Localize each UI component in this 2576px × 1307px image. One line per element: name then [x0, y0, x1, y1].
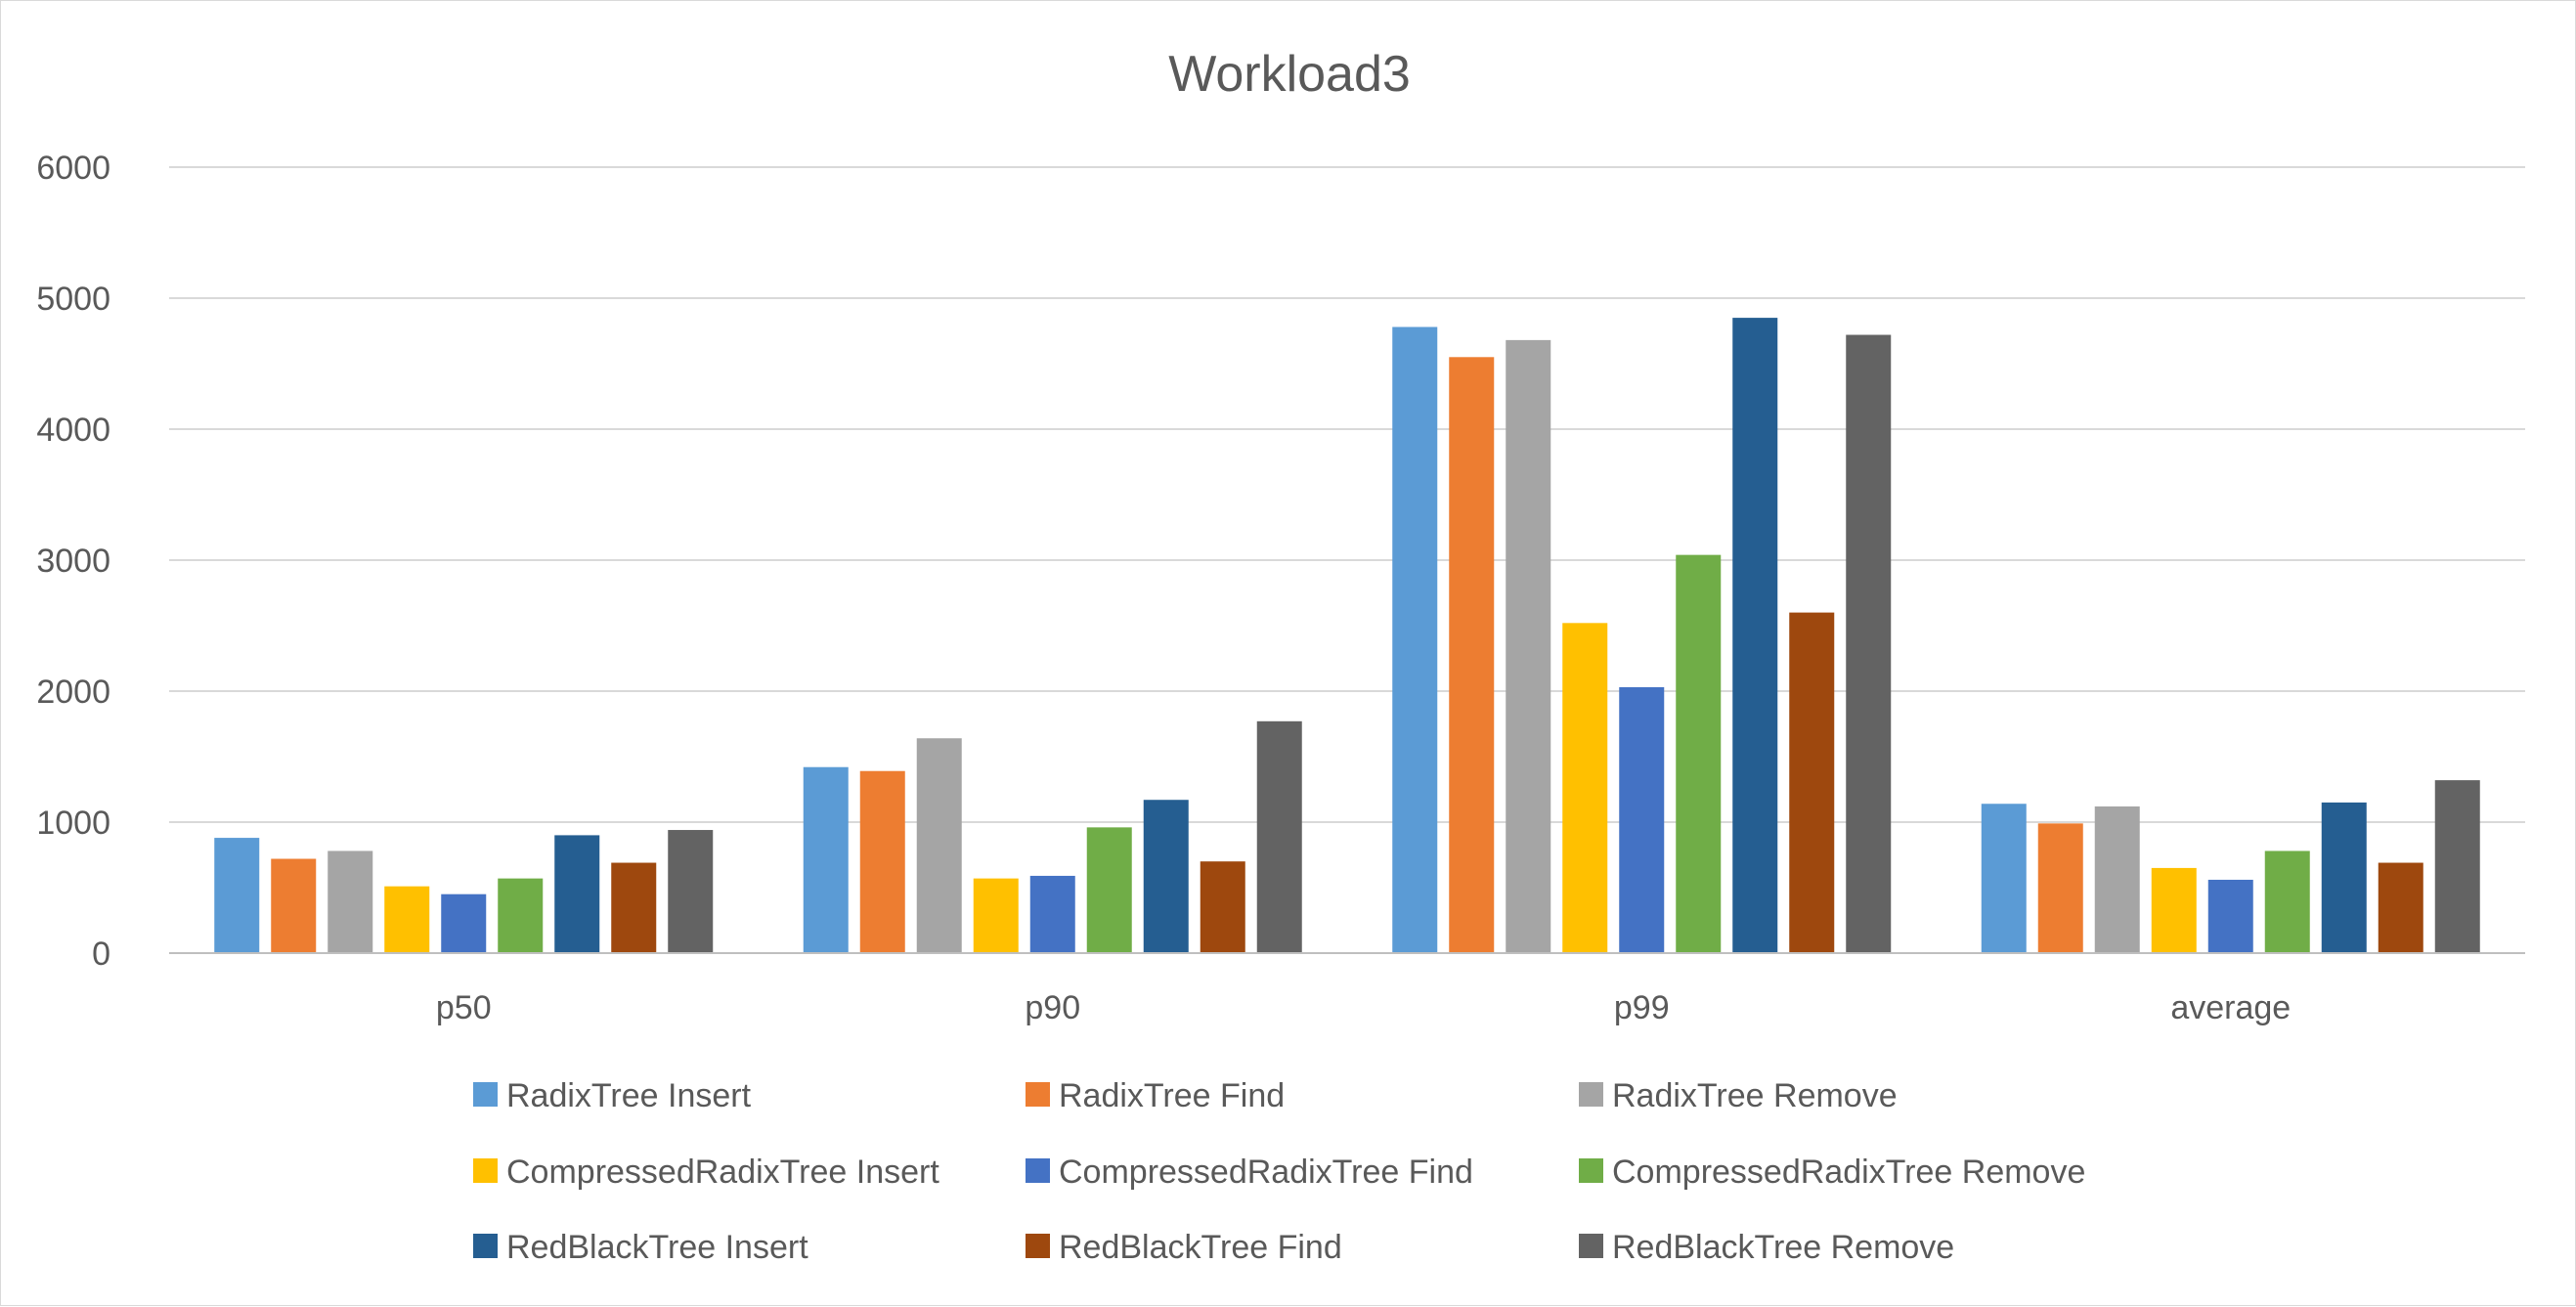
legend-swatch: [1579, 1234, 1603, 1258]
y-tick-label: 3000: [36, 543, 110, 580]
legend-swatch: [1026, 1158, 1050, 1183]
legend-label: RedBlackTree Find: [1059, 1229, 1342, 1266]
bar: [1449, 357, 1495, 953]
bar: [1256, 720, 1302, 953]
bar: [214, 838, 260, 953]
y-tick-label: 0: [92, 936, 110, 973]
x-axis: p50 p90 p99 average: [169, 952, 2525, 1026]
gridlines: [169, 166, 2525, 954]
legend-label: RadixTree Find: [1059, 1077, 1285, 1114]
bar: [1029, 875, 1075, 953]
legend-item: RadixTree Insert: [473, 1077, 752, 1114]
legend-item: CompressedRadixTree Remove: [1579, 1154, 2085, 1191]
bar: [1789, 612, 1835, 953]
x-tick-label: average: [2170, 989, 2291, 1026]
bar: [327, 850, 373, 953]
y-tick-label: 5000: [36, 281, 110, 318]
bar: [916, 738, 962, 953]
legend-swatch: [473, 1234, 498, 1258]
legend-label: CompressedRadixTree Remove: [1612, 1154, 2085, 1191]
x-tick-label: p99: [1614, 989, 1670, 1026]
bar: [803, 766, 849, 953]
legend-label: CompressedRadixTree Find: [1059, 1154, 1473, 1191]
bar: [554, 835, 600, 953]
y-tick-label: 1000: [36, 805, 110, 842]
x-tick-label: p50: [436, 989, 492, 1026]
y-axis: 0 1000 2000 3000 4000 5000 6000: [36, 150, 110, 973]
bar: [384, 886, 430, 953]
bar: [1086, 827, 1132, 953]
bar: [2378, 862, 2423, 953]
bar: [2321, 802, 2367, 953]
legend-label: RedBlackTree Insert: [506, 1229, 808, 1266]
legend-swatch: [473, 1158, 498, 1183]
legend-item: RedBlackTree Remove: [1579, 1229, 1954, 1266]
bar: [1981, 804, 2027, 953]
legend-label: CompressedRadixTree Insert: [506, 1154, 939, 1191]
bar: [271, 858, 317, 953]
legend-item: RedBlackTree Find: [1026, 1229, 1342, 1266]
bar: [1676, 554, 1722, 953]
legend-swatch: [1026, 1082, 1050, 1107]
legend-label: RedBlackTree Remove: [1612, 1229, 1954, 1266]
legend-swatch: [1579, 1158, 1603, 1183]
bar: [2207, 879, 2253, 953]
legend-label: RadixTree Insert: [506, 1077, 752, 1114]
bar: [2037, 823, 2083, 953]
bar: [2434, 780, 2480, 953]
bar: [1506, 339, 1551, 953]
legend-item: RedBlackTree Insert: [473, 1229, 808, 1266]
legend-swatch: [473, 1082, 498, 1107]
bar: [611, 862, 657, 953]
legend-item: RadixTree Find: [1026, 1077, 1285, 1114]
legend-swatch: [1579, 1082, 1603, 1107]
y-tick-label: 6000: [36, 150, 110, 187]
bar: [859, 770, 905, 953]
bar: [1392, 327, 1438, 954]
bar: [668, 830, 714, 953]
legend-item: RadixTree Remove: [1579, 1077, 1898, 1114]
legend-item: CompressedRadixTree Insert: [473, 1154, 939, 1191]
bar: [1732, 318, 1778, 954]
bar: [441, 893, 487, 953]
legend-label: RadixTree Remove: [1612, 1077, 1898, 1114]
chart-title: Workload3: [1168, 46, 1411, 103]
legend-item: CompressedRadixTree Find: [1026, 1154, 1473, 1191]
bars: [214, 318, 2480, 954]
x-tick-label: p90: [1025, 989, 1080, 1026]
bar: [1619, 686, 1665, 953]
bar: [2094, 806, 2140, 953]
bar: [1846, 334, 1892, 953]
bar: [2151, 867, 2197, 953]
bar: [1143, 800, 1189, 953]
bar: [498, 878, 544, 953]
bar: [1200, 861, 1245, 953]
bar: [973, 878, 1019, 953]
y-tick-label: 4000: [36, 412, 110, 449]
legend-swatch: [1026, 1234, 1050, 1258]
legend: RadixTree Insert RadixTree Find RadixTree …: [473, 1077, 2085, 1266]
y-tick-label: 2000: [36, 674, 110, 711]
bar: [2264, 850, 2310, 953]
bar: [1562, 623, 1608, 953]
